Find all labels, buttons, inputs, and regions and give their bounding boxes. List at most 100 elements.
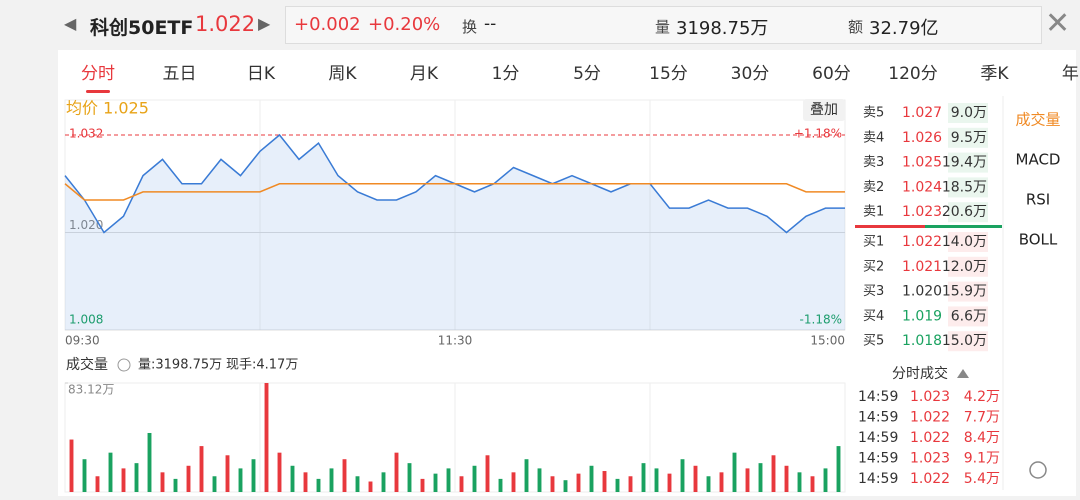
volume-bar bbox=[667, 473, 672, 492]
period-tab[interactable]: 60分 bbox=[812, 64, 851, 84]
side-tab[interactable]: MACD bbox=[1016, 151, 1061, 169]
book-price: 1.025 bbox=[902, 155, 942, 171]
sort-icon[interactable] bbox=[957, 369, 969, 378]
volume-bar bbox=[615, 478, 620, 492]
trade-time: 14:59 bbox=[858, 389, 898, 405]
y-tick-label: 1.008 bbox=[69, 313, 103, 327]
book-bar bbox=[948, 103, 988, 123]
volume-bar bbox=[511, 472, 516, 492]
price: 1.022 bbox=[195, 12, 256, 36]
volume-bar bbox=[628, 476, 633, 492]
volume-bar bbox=[719, 472, 724, 492]
quote-box bbox=[285, 6, 1042, 44]
main-panel bbox=[58, 50, 1076, 496]
trade-time: 14:59 bbox=[858, 451, 898, 467]
period-tab[interactable]: 季K bbox=[980, 64, 1009, 84]
book-bar bbox=[948, 177, 988, 198]
volume-bar bbox=[290, 465, 295, 492]
trade-price: 1.022 bbox=[910, 430, 950, 446]
next-arrow[interactable]: ▶ bbox=[258, 14, 271, 33]
volume-bar bbox=[160, 472, 165, 492]
y-tick-label: 1.020 bbox=[69, 218, 103, 232]
book-volume: 6.6万 bbox=[951, 308, 987, 324]
volume-bar bbox=[433, 473, 438, 492]
volume-bar bbox=[485, 455, 490, 492]
book-price: 1.018 bbox=[902, 333, 942, 349]
volume-bar bbox=[368, 481, 373, 492]
change-pct: +0.20% bbox=[368, 14, 441, 35]
book-volume: 12.0万 bbox=[942, 259, 987, 275]
volume-bar bbox=[134, 463, 139, 492]
active-underline bbox=[86, 90, 110, 93]
volume-bar bbox=[316, 478, 321, 492]
trades-title: 分时成交 bbox=[892, 365, 948, 382]
side-tab[interactable]: BOLL bbox=[1019, 231, 1058, 249]
volume-bar bbox=[147, 432, 152, 492]
amount-label: 额 bbox=[848, 18, 864, 36]
book-bar bbox=[948, 152, 988, 173]
volume-bar bbox=[693, 465, 698, 492]
header: ◀ 科创50ETF 1.022 ▶ +0.002 +0.20% 换 -- 量 3… bbox=[0, 0, 1080, 50]
help-icon[interactable] bbox=[117, 358, 131, 372]
turnover-label: 换 bbox=[462, 18, 478, 36]
volume-bar bbox=[212, 476, 217, 492]
volume-bar bbox=[394, 452, 399, 492]
volume-bar bbox=[277, 452, 282, 492]
book-label: 买2 bbox=[863, 259, 884, 274]
x-tick-label: 15:00 bbox=[810, 334, 845, 348]
volume-bar bbox=[303, 472, 308, 492]
book-label: 买4 bbox=[863, 309, 884, 324]
trade-volume: 4.2万 bbox=[964, 389, 1000, 405]
volume-bar bbox=[732, 452, 737, 492]
period-tab[interactable]: 周K bbox=[328, 64, 357, 84]
trade-volume: 8.4万 bbox=[964, 430, 1000, 446]
volume-label: 量 bbox=[655, 18, 671, 36]
volume-bar bbox=[524, 459, 529, 492]
period-tab[interactable]: 1分 bbox=[492, 64, 520, 84]
x-tick-label: 09:30 bbox=[65, 334, 100, 348]
volume-bar bbox=[121, 468, 126, 492]
period-tab[interactable]: 5分 bbox=[573, 64, 601, 84]
period-tab[interactable]: 120分 bbox=[888, 64, 937, 84]
book-label: 卖1 bbox=[863, 205, 884, 220]
amount: 32.79亿 bbox=[869, 18, 939, 39]
overlay-button-bg[interactable] bbox=[803, 99, 845, 121]
book-volume: 18.5万 bbox=[942, 179, 987, 195]
period-tab[interactable]: 15分 bbox=[649, 64, 688, 84]
book-label: 卖3 bbox=[863, 155, 884, 170]
side-tab[interactable]: 成交量 bbox=[1015, 111, 1060, 129]
volume-bar bbox=[420, 478, 425, 492]
volume-bar bbox=[446, 468, 451, 492]
volume-title: 成交量 bbox=[66, 356, 108, 373]
book-price: 1.023 bbox=[902, 204, 942, 220]
period-tab[interactable]: 月K bbox=[410, 64, 439, 84]
book-divider-green bbox=[925, 225, 1002, 228]
period-tab[interactable]: 日K bbox=[247, 64, 276, 84]
overlay-button[interactable]: 叠加 bbox=[810, 102, 838, 118]
book-price: 1.020 bbox=[902, 284, 942, 300]
pct-bottom: -1.18% bbox=[800, 313, 842, 327]
volume-bar bbox=[199, 446, 204, 492]
avg-line bbox=[64, 183, 845, 201]
book-label: 卖4 bbox=[863, 130, 884, 145]
period-tab[interactable]: 30分 bbox=[731, 64, 770, 84]
prev-arrow[interactable]: ◀ bbox=[64, 14, 77, 33]
volume-bar bbox=[537, 468, 542, 492]
side-tab[interactable]: RSI bbox=[1026, 191, 1050, 209]
volume-bar bbox=[186, 465, 191, 492]
trade-price: 1.023 bbox=[910, 451, 950, 467]
volume-bar bbox=[355, 476, 360, 492]
book-volume: 20.6万 bbox=[942, 204, 987, 220]
period-tab[interactable]: 年K bbox=[1062, 64, 1080, 84]
book-bar bbox=[948, 256, 988, 277]
volume-bar bbox=[329, 468, 334, 492]
volume-bar bbox=[472, 465, 477, 492]
book-bar bbox=[948, 202, 988, 223]
settings-icon[interactable] bbox=[1029, 461, 1047, 479]
close-button[interactable]: ✕ bbox=[1045, 6, 1071, 41]
period-tab[interactable]: 五日 bbox=[163, 64, 197, 84]
book-volume: 9.5万 bbox=[951, 130, 987, 146]
period-tab[interactable]: 分时 bbox=[81, 64, 115, 84]
